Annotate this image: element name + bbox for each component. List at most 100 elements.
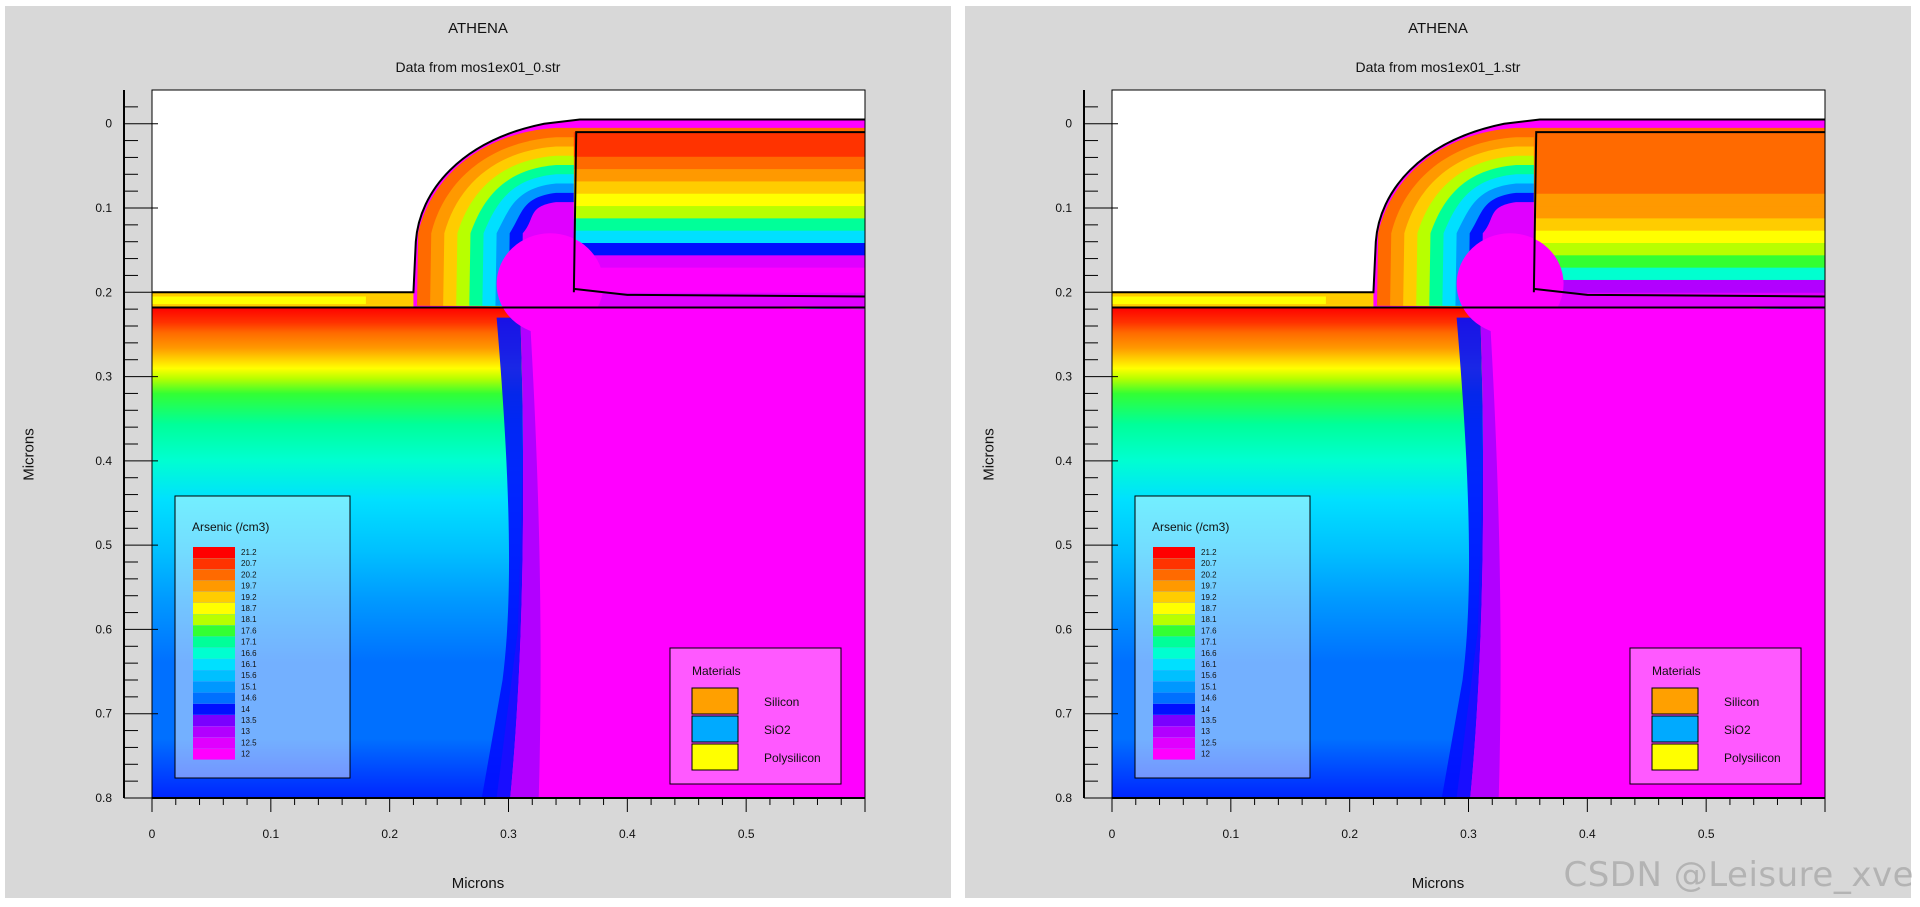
gate-doping-band <box>573 156 865 170</box>
doping-legend-swatch <box>1153 715 1195 726</box>
y-tick-label: 0.6 <box>95 622 112 636</box>
doping-legend-level: 15.6 <box>1201 671 1217 680</box>
doping-legend-swatch <box>193 547 235 558</box>
doping-legend-swatch <box>1153 681 1195 693</box>
gate-doping-band <box>1533 230 1825 244</box>
doping-legend-level: 17.6 <box>1201 626 1217 635</box>
doping-legend-swatch <box>1153 659 1195 670</box>
y-tick-label: 0.8 <box>1055 791 1072 805</box>
doping-legend-level: 21.2 <box>241 548 257 557</box>
junction-band <box>481 317 524 798</box>
doping-legend-level: 13 <box>1201 727 1210 736</box>
gate-doping-band <box>573 267 865 281</box>
doping-legend-level: 13.5 <box>1201 716 1217 725</box>
material-swatch <box>691 687 739 715</box>
doping-legend-swatch <box>193 748 235 760</box>
doping-legend-level: 18.1 <box>241 615 257 624</box>
gate-doping-band <box>1533 243 1825 256</box>
doping-legend-swatch <box>193 580 235 592</box>
y-tick-label: 0.4 <box>1055 454 1072 468</box>
plot-subtitle: Data from mos1ex01_0.str <box>395 59 561 75</box>
doping-legend-level: 20.7 <box>241 559 257 568</box>
gate-doping-band <box>1533 169 1825 182</box>
surface-layer <box>1112 296 1326 305</box>
y-axis-label: Microns <box>20 428 38 481</box>
x-tick-label: 0.5 <box>1698 827 1715 841</box>
gate-doping-band <box>573 193 865 207</box>
doping-legend-level: 20.2 <box>1201 570 1217 579</box>
oxide-region <box>152 90 865 293</box>
material-label: Silicon <box>1724 695 1759 709</box>
y-tick-label: 0.5 <box>95 538 112 552</box>
y-tick-label: 0.4 <box>95 454 112 468</box>
material-label: Polysilicon <box>764 751 821 765</box>
y-tick-label: 0.8 <box>95 791 112 805</box>
gate-doping-band <box>1533 181 1825 195</box>
gate-doping-band <box>1533 156 1825 170</box>
doping-legend-level: 14.6 <box>1201 694 1217 703</box>
material-swatch <box>691 743 739 771</box>
doping-legend-level: 18.1 <box>1201 615 1217 624</box>
oxide-region <box>1112 90 1825 293</box>
y-tick-label: 0.5 <box>1055 538 1072 552</box>
doping-legend-swatch <box>193 681 235 693</box>
y-tick-label: 0.2 <box>95 285 112 299</box>
doping-legend-swatch <box>1153 670 1195 682</box>
doping-legend-swatch <box>193 603 235 614</box>
y-tick-label: 0.3 <box>1055 370 1072 384</box>
x-tick-label: 0.5 <box>738 827 755 841</box>
plot-title: ATHENA <box>1408 20 1468 37</box>
material-swatch <box>1651 743 1699 771</box>
y-tick-label: 0.1 <box>95 201 112 215</box>
source-drain-diffusion <box>1112 307 1487 798</box>
junction-band <box>1441 317 1484 798</box>
doping-legend-swatch <box>193 614 235 626</box>
gate-doping-band <box>573 181 865 195</box>
doping-legend-level: 12 <box>241 750 250 759</box>
doping-legend-swatch <box>1153 636 1195 648</box>
doping-legend-level: 14 <box>1201 705 1210 714</box>
plot-panel-right: ATHENA Data from mos1ex01_1.str 0 0.1 0.2 0… <box>965 6 1911 898</box>
doping-legend-swatch <box>193 558 235 570</box>
doping-legend-swatch <box>1153 569 1195 581</box>
doping-legend-level: 16.1 <box>241 660 257 669</box>
doping-legend-level: 20.2 <box>241 570 257 579</box>
doping-legend-level: 19.2 <box>241 593 257 602</box>
doping-legend-level: 12 <box>1201 750 1210 759</box>
x-tick-label: 0.4 <box>1579 827 1596 841</box>
doping-legend-swatch <box>1153 748 1195 760</box>
doping-field <box>152 90 865 798</box>
doping-legend-swatch <box>193 659 235 670</box>
plot-svg: 0 0.1 0.2 0.3 0.4 0.5 0.6 0.7 0.8 0 0.1 0.2 0.3 0.4 0.… <box>95 89 866 841</box>
doping-legend-swatch <box>1153 703 1195 715</box>
doping-legend-level: 16.1 <box>1201 660 1217 669</box>
doping-legend-swatch <box>193 726 235 738</box>
gate-doping-band <box>573 144 865 158</box>
gate-doping-band <box>1533 279 1825 293</box>
x-tick-label: 0.1 <box>262 827 279 841</box>
y-tick-label: 0.1 <box>1055 201 1072 215</box>
doping-legend-title: Arsenic (/cm3) <box>192 520 269 534</box>
gate-doping-band <box>573 218 865 232</box>
doping-legend-swatch <box>1153 647 1195 659</box>
doping-legend-swatch <box>193 715 235 726</box>
doping-legend-level: 20.7 <box>1201 559 1217 568</box>
doping-legend-swatch <box>193 670 235 682</box>
doping-legend-swatch <box>1153 625 1195 637</box>
material-swatch <box>1651 715 1699 743</box>
material-swatch <box>691 715 739 743</box>
doping-legend-level: 17.1 <box>1201 638 1217 647</box>
gate-outline <box>572 131 866 298</box>
doping-legend-swatch <box>193 703 235 715</box>
x-tick-label: 0.2 <box>381 827 398 841</box>
materials-legend-title: Materials <box>692 664 741 678</box>
y-axis-label: Microns <box>980 428 998 481</box>
y-tick-label: 0.7 <box>1055 707 1072 721</box>
plot-panel-left: ATHENA Data from mos1ex01_0.str 0 0.1 0.2 0… <box>5 6 951 898</box>
junction-band <box>510 317 541 798</box>
x-axis-label: Microns <box>451 875 505 892</box>
gate-doping-band <box>573 206 865 219</box>
doping-legend-level: 14 <box>241 705 250 714</box>
doping-legend-swatch <box>193 692 235 704</box>
doping-legend-swatch <box>193 625 235 637</box>
